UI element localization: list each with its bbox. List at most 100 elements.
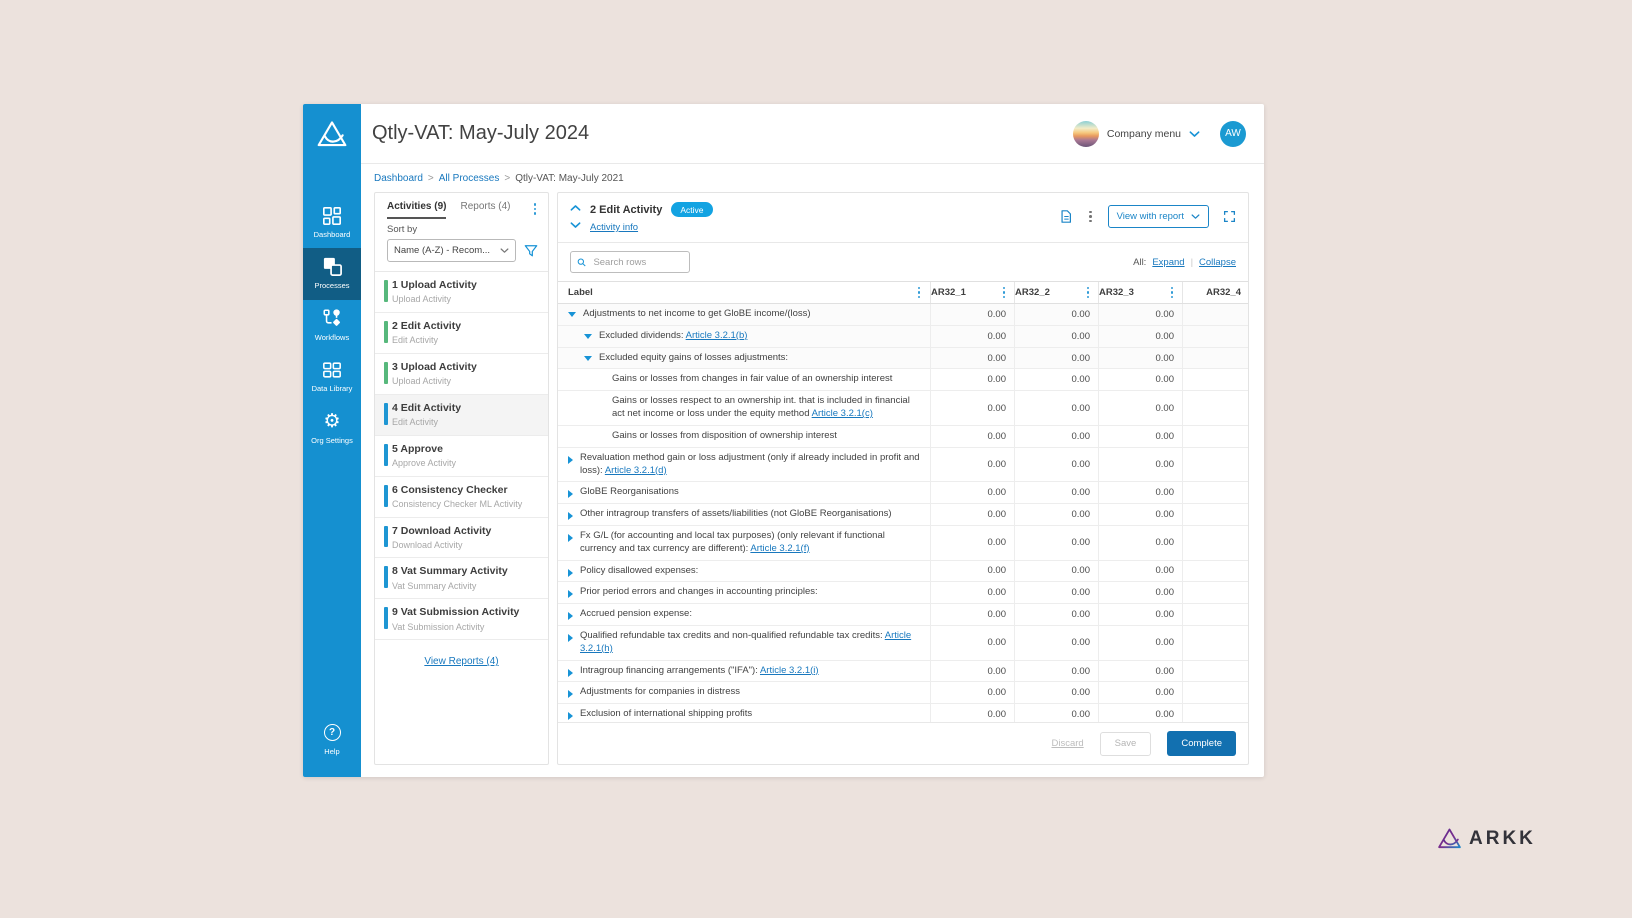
value-cell[interactable]: 0.00	[930, 504, 1014, 525]
value-cell[interactable]: 0.00	[1098, 704, 1182, 722]
value-cell[interactable]: 0.00	[1098, 304, 1182, 325]
activity-list-item[interactable]: 6 Consistency Checker Consistency Checke…	[375, 477, 548, 518]
value-cell[interactable]: 0.00	[930, 325, 1014, 347]
expand-arrow-icon[interactable]	[568, 490, 573, 499]
fullscreen-icon[interactable]	[1223, 210, 1236, 223]
value-cell[interactable]: 0.00	[930, 482, 1014, 504]
value-cell[interactable]: 0.00	[1098, 369, 1182, 391]
value-cell[interactable]: 0.00	[1098, 325, 1182, 347]
save-button[interactable]: Save	[1099, 731, 1152, 756]
table-row[interactable]: Excluded dividends: Article 3.2.1(b) 0.0…	[558, 325, 1248, 348]
value-cell[interactable]: 0.00	[930, 704, 1014, 722]
value-cell[interactable]: 0.00	[1014, 325, 1098, 347]
article-link[interactable]: Article 3.2.1(b)	[685, 329, 748, 341]
value-cell[interactable]: 0.00	[930, 304, 1014, 325]
value-cell[interactable]: 0.00	[1098, 560, 1182, 582]
article-link[interactable]: Article 3.2.1(h)	[580, 630, 912, 654]
value-cell[interactable]: 0.00	[1014, 660, 1098, 682]
table-row[interactable]: Fx G/L (for accounting and local tax pur…	[558, 525, 1248, 561]
value-cell[interactable]: 0.00	[1014, 304, 1098, 325]
table-row[interactable]: Intragroup financing arrangements ("IFA"…	[558, 660, 1248, 683]
expand-arrow-icon[interactable]	[568, 634, 573, 642]
value-cell[interactable]: 0.00	[1014, 682, 1098, 704]
table-row[interactable]: Prior period errors and changes in accou…	[558, 582, 1248, 605]
breadcrumb-all-processes[interactable]: All Processes	[438, 173, 500, 184]
kebab-menu-icon[interactable]	[1087, 209, 1094, 225]
expand-arrow-icon[interactable]	[568, 568, 573, 577]
chevron-up-icon[interactable]	[570, 204, 581, 212]
sidebar-item-dashboard[interactable]: Dashboard	[303, 197, 361, 248]
value-cell[interactable]: 0.00	[930, 582, 1014, 604]
value-cell[interactable]: 0.00	[1098, 447, 1182, 482]
value-cell[interactable]: 0.00	[930, 525, 1014, 560]
value-cell[interactable]: 0.00	[1098, 604, 1182, 625]
activity-list-item[interactable]: 5 Approve Approve Activity	[375, 436, 548, 477]
expand-arrow-icon[interactable]	[568, 668, 573, 677]
column-menu-icon[interactable]	[1085, 285, 1092, 301]
discard-button[interactable]: Discard	[1051, 738, 1084, 749]
value-cell[interactable]: 0.00	[930, 604, 1014, 625]
expand-arrow-icon[interactable]	[584, 355, 592, 361]
activity-list-item[interactable]: 1 Upload Activity Upload Activity	[375, 272, 548, 313]
column-menu-icon[interactable]	[1169, 285, 1176, 301]
value-cell[interactable]: 0.00	[1014, 626, 1098, 660]
value-cell[interactable]: 0.00	[1014, 525, 1098, 560]
table-row[interactable]: Gains or losses from disposition of owne…	[558, 425, 1248, 448]
collapse-all-link[interactable]: Collapse	[1199, 256, 1236, 268]
value-cell[interactable]: 0.00	[1098, 582, 1182, 604]
activity-list-item[interactable]: 3 Upload Activity Upload Activity	[375, 354, 548, 395]
table-row[interactable]: Revaluation method gain or loss adjustme…	[558, 447, 1248, 483]
value-cell[interactable]: 0.00	[930, 391, 1014, 425]
value-cell[interactable]: 0.00	[1098, 626, 1182, 660]
value-cell[interactable]: 0.00	[1014, 504, 1098, 525]
expand-arrow-icon[interactable]	[568, 455, 573, 464]
value-cell[interactable]: 0.00	[930, 682, 1014, 704]
expand-arrow-icon[interactable]	[568, 712, 573, 721]
value-cell[interactable]: 0.00	[1098, 425, 1182, 447]
value-cell[interactable]: 0.00	[1098, 504, 1182, 525]
chevron-down-icon[interactable]	[1189, 130, 1200, 138]
table-row[interactable]: Other intragroup transfers of assets/lia…	[558, 504, 1248, 526]
view-reports-link[interactable]: View Reports (4)	[424, 656, 499, 668]
value-cell[interactable]: 0.00	[930, 347, 1014, 369]
activity-list-item[interactable]: 9 Vat Submission Activity Vat Submission…	[375, 599, 548, 641]
value-cell[interactable]: 0.00	[1098, 482, 1182, 504]
expand-arrow-icon[interactable]	[568, 612, 573, 621]
search-rows-input[interactable]	[591, 255, 683, 269]
activity-list-item[interactable]: 7 Download Activity Download Activity	[375, 518, 548, 559]
value-cell[interactable]: 0.00	[1014, 560, 1098, 582]
value-cell[interactable]: 0.00	[1014, 369, 1098, 391]
expand-arrow-icon[interactable]	[568, 533, 573, 542]
value-cell[interactable]: 0.00	[1014, 582, 1098, 604]
value-cell[interactable]: 0.00	[1098, 525, 1182, 560]
expand-arrow-icon[interactable]	[568, 312, 576, 317]
tab-reports[interactable]: Reports (4)	[460, 201, 511, 212]
value-cell[interactable]: 0.00	[1014, 604, 1098, 625]
expand-all-link[interactable]: Expand	[1152, 256, 1185, 268]
value-cell[interactable]: 0.00	[930, 560, 1014, 582]
table-row[interactable]: Excluded equity gains of losses adjustme…	[558, 347, 1248, 370]
column-menu-icon[interactable]	[916, 285, 923, 301]
column-menu-icon[interactable]	[1001, 285, 1008, 301]
table-row[interactable]: Qualified refundable tax credits and non…	[558, 626, 1248, 661]
sort-select[interactable]: Name (A-Z) - Recom...	[387, 239, 516, 262]
user-avatar[interactable]: AW	[1220, 120, 1246, 147]
expand-arrow-icon[interactable]	[568, 690, 573, 699]
filter-icon[interactable]	[524, 244, 538, 258]
value-cell[interactable]: 0.00	[930, 447, 1014, 482]
table-row[interactable]: Accrued pension expense: 0.00 0.00 0.00	[558, 604, 1248, 626]
value-cell[interactable]: 0.00	[930, 425, 1014, 447]
value-cell[interactable]: 0.00	[1014, 704, 1098, 722]
sidebar-item-org-settings[interactable]: ⚙ Org Settings	[303, 403, 361, 454]
value-cell[interactable]: 0.00	[1014, 347, 1098, 369]
activity-info-link[interactable]: Activity info	[590, 222, 639, 233]
value-cell[interactable]: 0.00	[1014, 425, 1098, 447]
table-row[interactable]: Policy disallowed expenses: 0.00 0.00 0.…	[558, 560, 1248, 583]
value-cell[interactable]: 0.00	[1098, 660, 1182, 682]
value-cell[interactable]: 0.00	[1098, 682, 1182, 704]
breadcrumb-dashboard[interactable]: Dashboard	[374, 173, 423, 184]
article-link[interactable]: Article 3.2.1(d)	[604, 464, 667, 476]
sidebar-item-help[interactable]: ? Help	[303, 714, 361, 765]
sidebar-item-data-library[interactable]: Data Library	[303, 351, 361, 402]
tab-activities[interactable]: Activities (9)	[387, 201, 447, 219]
